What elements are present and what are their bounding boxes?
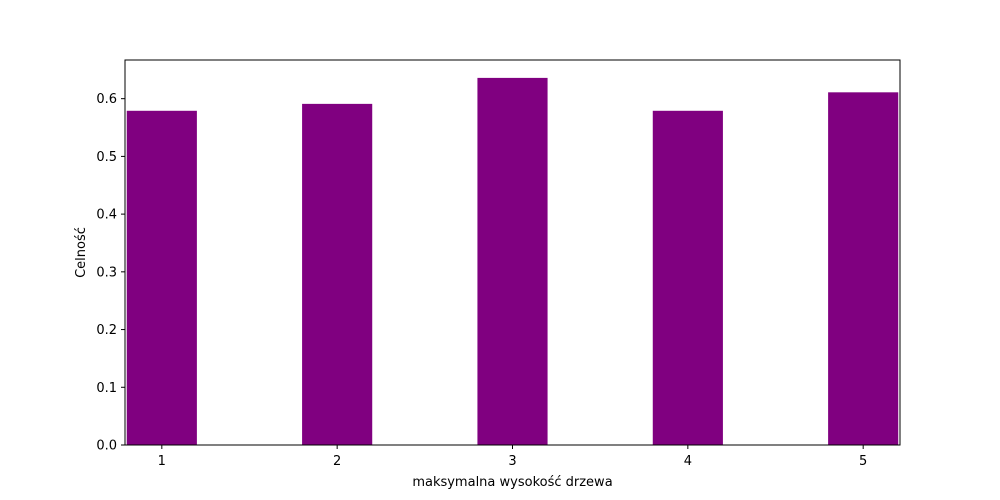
x-tick-label-5: 5 <box>859 454 867 469</box>
bar-4 <box>652 110 723 445</box>
bar-2 <box>302 103 373 446</box>
y-tick-label-0.4: 0.4 <box>96 208 117 223</box>
x-tick-label-2: 2 <box>333 454 341 469</box>
y-tick-label-0.2: 0.2 <box>96 323 117 338</box>
x-axis-label: maksymalna wysokość drzewa <box>412 475 612 490</box>
bars-group <box>126 77 899 446</box>
y-tick-label-0.3: 0.3 <box>96 265 117 280</box>
bar-1 <box>126 110 197 445</box>
y-axis-label: Celność <box>74 227 89 278</box>
bar-3 <box>477 77 548 445</box>
x-axis: 1 2 3 4 5 <box>158 445 867 469</box>
y-tick-label-0.5: 0.5 <box>96 150 117 165</box>
x-tick-label-4: 4 <box>684 454 692 469</box>
y-tick-label-0.1: 0.1 <box>96 381 117 396</box>
x-tick-label-1: 1 <box>158 454 166 469</box>
y-tick-label-0.6: 0.6 <box>96 92 117 107</box>
y-tick-label-0.0: 0.0 <box>96 439 117 454</box>
plot-frame <box>124 59 901 446</box>
x-tick-label-3: 3 <box>508 454 516 469</box>
bar-5 <box>828 92 899 445</box>
y-axis: 0.0 0.1 0.2 0.3 0.4 0.5 0.6 <box>96 92 125 454</box>
